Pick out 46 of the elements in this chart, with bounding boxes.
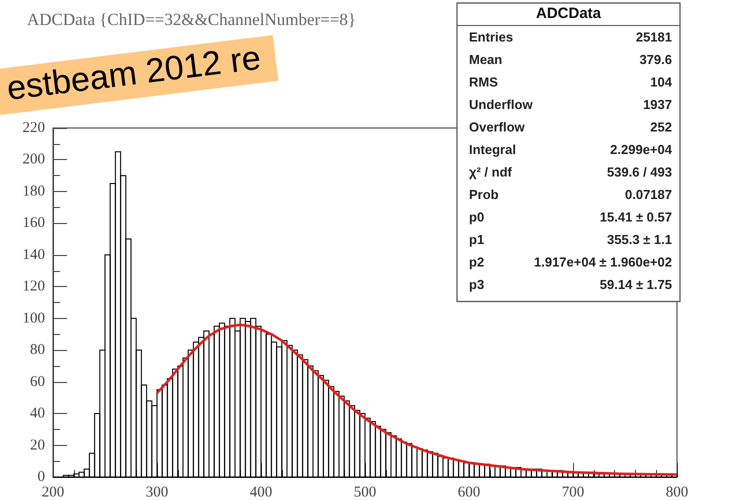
text: 104 [650, 74, 673, 90]
x-tick-label: 600 [458, 484, 480, 500]
annotation: p1 [469, 232, 484, 247]
annotation: p3 [469, 277, 484, 292]
text: ADCData [536, 5, 602, 22]
annotation: χ² / ndf [469, 164, 513, 180]
text: 1937 [643, 97, 672, 112]
y-tick-label: 60 [30, 374, 45, 390]
y-tick-label: 100 [22, 310, 45, 326]
annotation: 252 [650, 120, 672, 134]
x-tick-label: 700 [562, 484, 584, 500]
x-tick-label: 800 [666, 484, 688, 500]
x-tick-label: 300 [146, 484, 168, 500]
text: Entries [469, 30, 514, 44]
annotation: 0.07187 [625, 187, 672, 202]
y-tick-label: 80 [30, 342, 45, 358]
annotation: Overflow [469, 120, 526, 134]
y-tick-label: 140 [22, 246, 45, 263]
text: estbeam 2012 re [4, 38, 263, 108]
y-tick-label: 180 [22, 183, 45, 200]
annotation: 59.14 ± 1.75 [600, 277, 672, 292]
y-tick-label: 20 [30, 437, 45, 454]
x-tick-label: 500 [354, 484, 376, 500]
annotation: 2.299e+04 [610, 142, 673, 157]
y-tick-label: 120 [22, 278, 45, 295]
annotation: p0 [469, 210, 484, 224]
annotation: 539.6 / 493 [606, 164, 672, 180]
annotation: 15.41 ± 0.57 [600, 210, 672, 224]
text: 379.6 [639, 52, 672, 67]
y-tick-label: 160 [22, 215, 45, 232]
text: Underflow [469, 97, 534, 112]
x-tick-label: 200 [42, 484, 64, 500]
text: Mean [469, 52, 502, 67]
text: 25181 [636, 30, 672, 44]
annotation: p2 [469, 254, 484, 270]
y-tick-label: 220 [22, 120, 45, 136]
y-tick-label: 40 [30, 406, 45, 422]
x-tick-label: 400 [250, 484, 272, 500]
y-tick-label: 0 [38, 469, 45, 485]
y-tick-label: 200 [22, 152, 45, 168]
annotation: Prob [469, 187, 499, 202]
chart-title: ADCData {ChID==32&&ChannelNumber==8} [27, 10, 356, 29]
annotation: Integral [469, 142, 516, 157]
annotation: 355.3 ± 1.1 [607, 232, 672, 247]
text: RMS [469, 74, 498, 90]
annotation: 1.917e+04 ± 1.960e+02 [534, 254, 672, 270]
